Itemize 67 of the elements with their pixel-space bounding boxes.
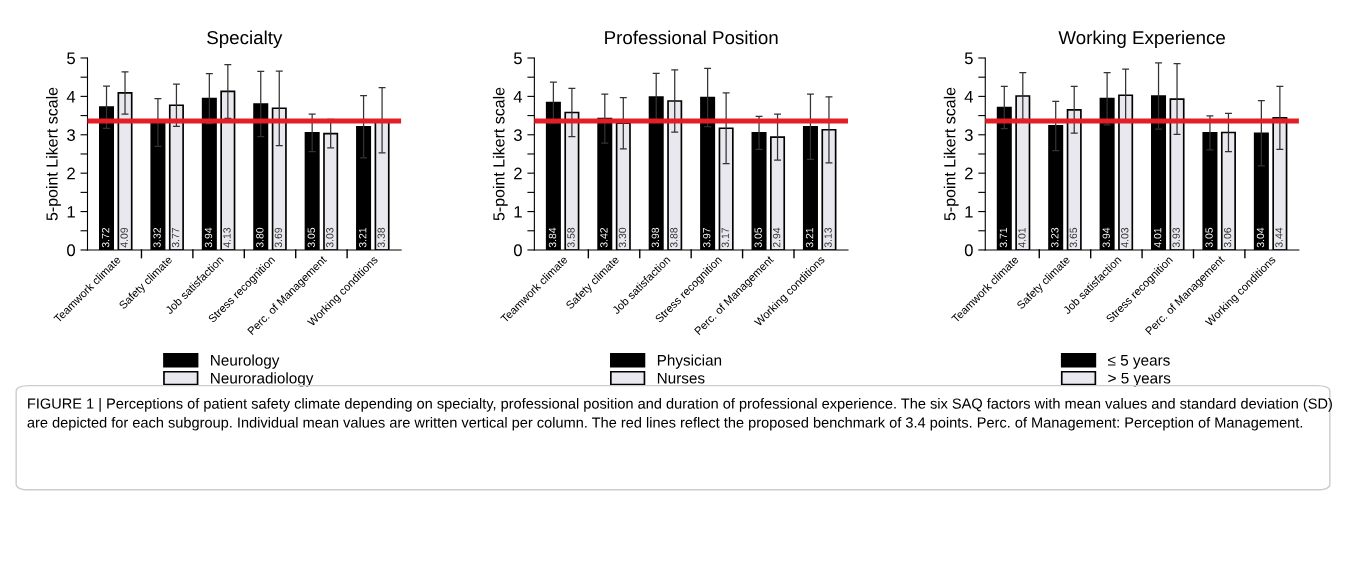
caption: FIGURE 1 | Perceptions of patient safety climate depending on specialty, professional position and duration of professional experience. The six SAQ factors with mean values and standard deviation (SD) are depicted for each subgroup. Individual mean values are written vertical per column. The red lines reflect the proposed benchmark of 3.4 points. Perc. of Management: Perception of Management.: [27, 398, 1332, 431]
data-label: 3.32: [153, 227, 161, 248]
y-tick-label: 3: [513, 129, 522, 141]
y-tick-label: 2: [514, 167, 522, 180]
data-label: 3.69: [274, 227, 283, 248]
chart-title: Working Experience: [1058, 30, 1225, 48]
data-label: 3.30: [618, 227, 627, 248]
y-tick-label: 5: [964, 52, 973, 65]
y-tick-label: 1: [67, 206, 75, 218]
y-tick-label: 4: [964, 90, 973, 103]
data-label: 3.65: [1069, 227, 1078, 248]
data-label: 3.77: [171, 227, 180, 248]
data-label: 3.17: [721, 227, 729, 248]
y-axis-title: 5-point Likert scale: [45, 87, 61, 221]
data-label: 4.09: [120, 227, 128, 248]
chart-title: Professional Position: [605, 30, 778, 45]
data-label: 3.98: [651, 227, 660, 248]
y-tick-label: 0: [67, 244, 76, 257]
data-label: 3.94: [204, 227, 213, 248]
y-tick-label: 3: [67, 129, 75, 141]
data-label: 3.38: [377, 227, 385, 248]
data-label: 3.94: [1102, 227, 1110, 248]
data-label: 3.23: [1051, 227, 1059, 248]
data-label: 3.13: [824, 227, 832, 248]
data-label: 4.01: [1018, 227, 1026, 248]
data-label: 4.01: [1153, 227, 1162, 248]
data-label: 2.94: [772, 227, 781, 248]
data-label: 3.93: [1172, 227, 1180, 248]
y-tick-label: 5: [67, 52, 75, 65]
data-label: 3.04: [1256, 227, 1265, 248]
data-label: 3.05: [307, 227, 315, 248]
legend-label: Nurses: [657, 372, 705, 384]
y-tick-label: 5: [513, 52, 522, 65]
y-tick-label: 3: [964, 129, 973, 141]
chart-title: Specialty: [207, 30, 283, 48]
data-label: 4.03: [1121, 227, 1129, 248]
y-tick-label: 2: [965, 167, 973, 180]
data-label: 3.71: [999, 227, 1008, 248]
data-label: 4.13: [223, 227, 231, 248]
data-label: 3.88: [670, 227, 678, 248]
data-label: 3.97: [703, 227, 711, 248]
data-label: 3.21: [359, 227, 367, 248]
legend-label: > 5 years: [1108, 372, 1171, 387]
y-axis-title: 5-point Likert scale: [492, 87, 508, 221]
y-tick-label: 4: [66, 90, 76, 103]
legend-label: Neuroradiology: [211, 372, 314, 387]
legend-label: ≤ 5 years: [1108, 355, 1170, 369]
y-tick-label: 0: [513, 244, 522, 257]
data-label: 3.05: [754, 227, 762, 248]
data-label: 3.21: [805, 227, 814, 248]
data-label: 3.42: [600, 227, 608, 248]
data-label: 3.72: [101, 227, 110, 248]
y-axis-title: 5-point Likert scale: [943, 87, 959, 221]
y-tick-label: 1: [514, 206, 522, 218]
data-label: 3.44: [1275, 227, 1283, 248]
data-label: 3.03: [326, 227, 334, 248]
y-tick-label: 2: [67, 167, 75, 180]
y-tick-label: 4: [513, 90, 523, 103]
data-label: 3.84: [548, 227, 557, 248]
legend-label: Physician: [657, 354, 722, 369]
data-label: 3.06: [1223, 227, 1232, 248]
data-label: 3.05: [1205, 227, 1213, 248]
data-label: 3.80: [256, 227, 264, 248]
legend-label: Neurology: [211, 354, 280, 369]
data-label: 3.58: [567, 227, 575, 248]
y-tick-label: 1: [965, 206, 973, 218]
y-tick-label: 0: [964, 244, 973, 257]
